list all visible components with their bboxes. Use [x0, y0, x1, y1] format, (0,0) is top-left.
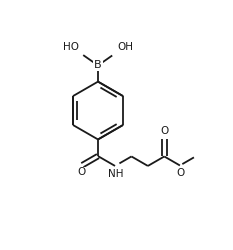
Text: O: O	[77, 168, 85, 177]
Text: OH: OH	[117, 42, 133, 52]
Text: O: O	[160, 126, 168, 136]
Text: O: O	[177, 168, 185, 178]
Text: NH: NH	[108, 169, 124, 179]
Text: B: B	[94, 60, 102, 70]
Text: HO: HO	[63, 42, 79, 52]
